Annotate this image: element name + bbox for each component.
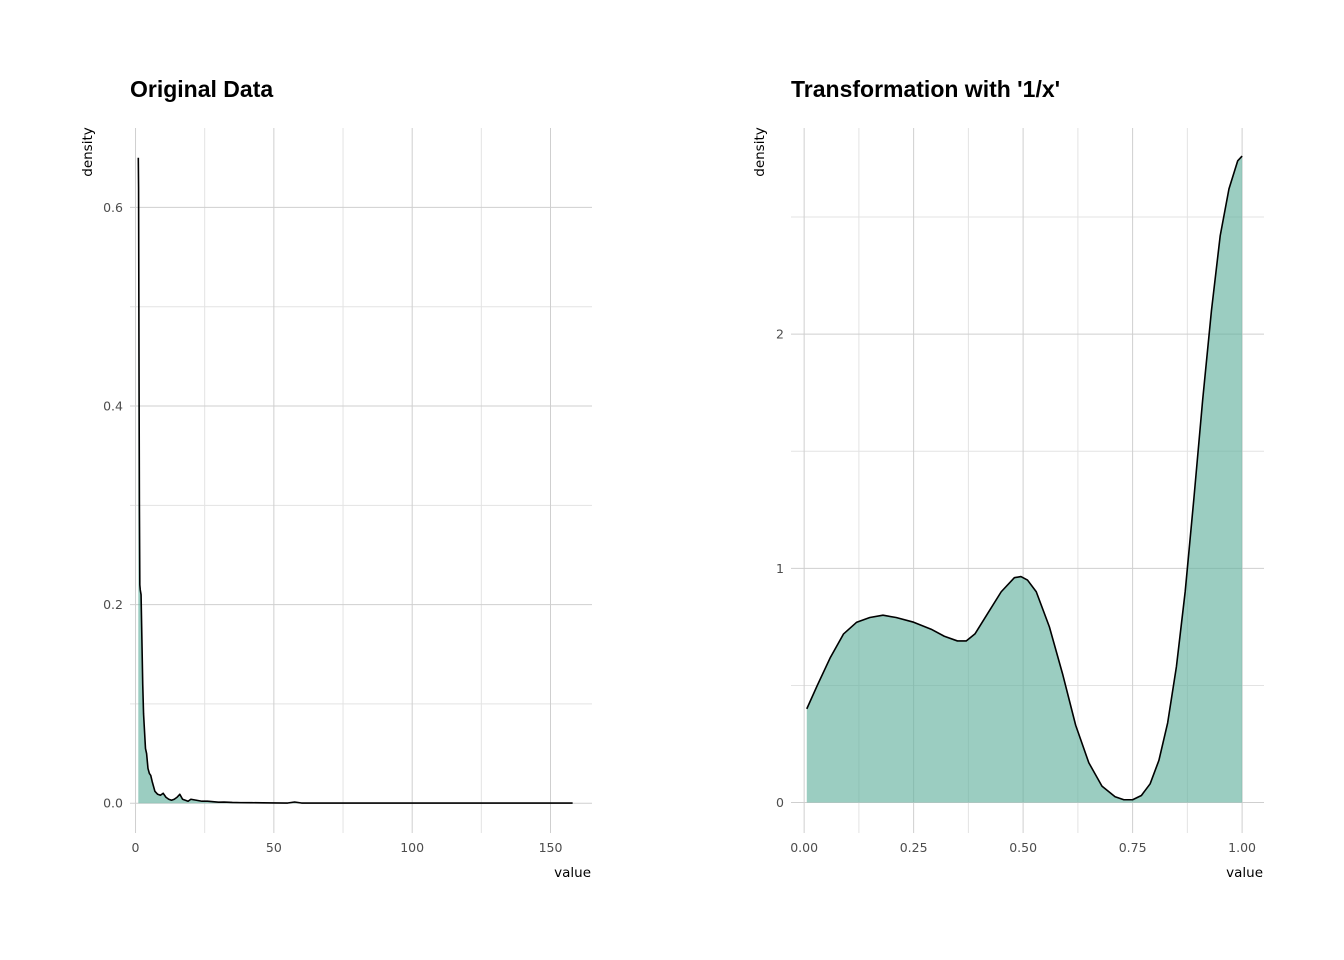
- plot-area: 0 50 100 150 0.0 0.2 0.4 0.6: [103, 128, 592, 855]
- y-tick-label: 1: [776, 561, 784, 576]
- y-axis-label: density: [752, 127, 768, 177]
- x-tick-label: 150: [539, 840, 563, 855]
- density-line: [137, 157, 573, 804]
- panel-title: Transformation with '1/x': [791, 76, 1060, 102]
- panel-original-data: Original Data 0 50 100 150 0.0 0.2 0.4 0.6 dens…: [80, 76, 592, 881]
- y-tick-label: 0.4: [103, 399, 123, 414]
- plot-area: 0.00 0.25 0.50 0.75 1.00 0 1 2: [776, 128, 1264, 855]
- x-axis-label: value: [1226, 865, 1263, 881]
- y-tick-label: 2: [776, 327, 784, 342]
- y-tick-label: 0.2: [103, 597, 123, 612]
- y-axis-label: density: [80, 127, 96, 177]
- x-tick-label: 100: [400, 840, 424, 855]
- x-tick-label: 50: [266, 840, 282, 855]
- density-line: [806, 155, 1243, 801]
- x-tick-label: 0.25: [900, 840, 928, 855]
- x-axis-label: value: [554, 865, 591, 881]
- x-tick-label: 0.00: [790, 840, 818, 855]
- x-tick-label: 0.50: [1009, 840, 1037, 855]
- y-tick-label: 0.0: [103, 796, 123, 811]
- x-tick-label: 0: [132, 840, 140, 855]
- y-tick-label: 0: [776, 795, 784, 810]
- panel-title: Original Data: [130, 76, 273, 102]
- x-tick-label: 1.00: [1228, 840, 1256, 855]
- y-tick-label: 0.6: [103, 200, 123, 215]
- density-area: [138, 157, 573, 804]
- x-tick-label: 0.75: [1119, 840, 1147, 855]
- density-area: [806, 156, 1243, 803]
- panel-transformation: Transformation with '1/x' 0.00 0.25 0.50 0.…: [752, 76, 1264, 881]
